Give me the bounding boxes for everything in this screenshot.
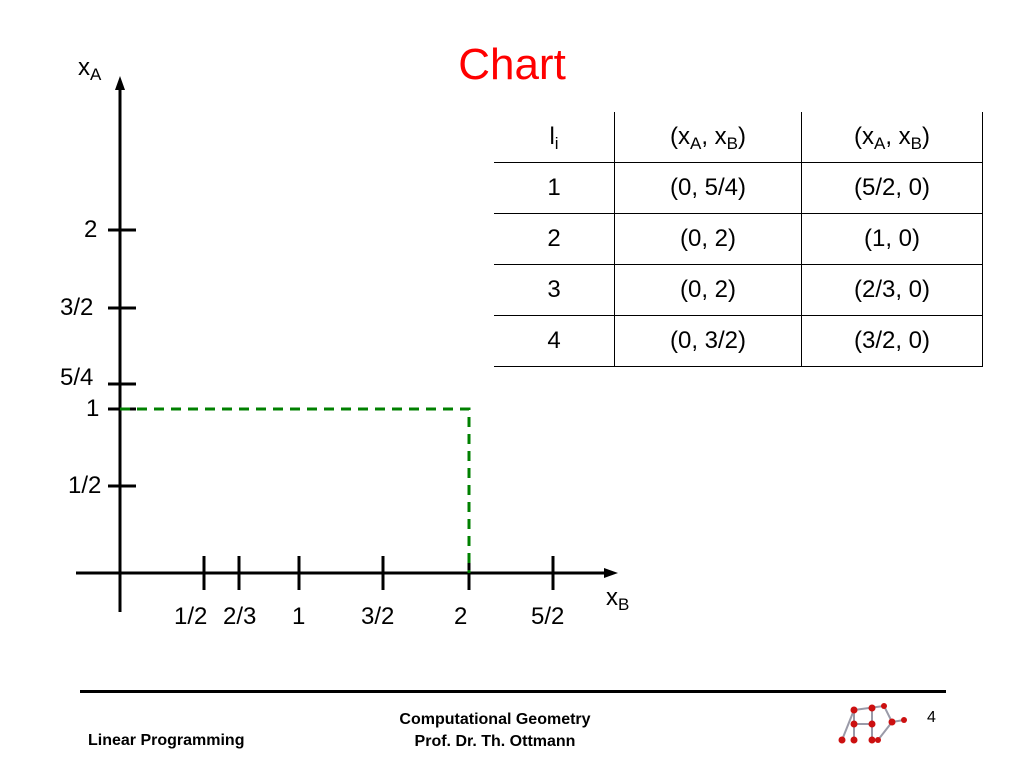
footer-author: Prof. Dr. Th. Ottmann <box>414 733 576 750</box>
constraint-intercepts-table: li (xA, xB) (xA, xB) 1 (0, 5/4) (5/2, 0)… <box>494 112 983 367</box>
x-tick-label: 2 <box>454 603 468 630</box>
table-cell: 1 <box>494 162 615 214</box>
table-row: 1 (0, 5/4) (5/2, 0) <box>494 162 983 214</box>
x-tick-label: 1/2 <box>174 603 208 630</box>
table-header-row: li (xA, xB) (xA, xB) <box>494 112 983 163</box>
table-cell: 2 <box>494 213 615 265</box>
slide-title: Chart <box>458 40 566 89</box>
y-tick-label: 2 <box>84 216 98 243</box>
table-row: 2 (0, 2) (1, 0) <box>494 213 983 265</box>
table-cell: 4 <box>494 315 615 367</box>
table-cell: (3/2, 0) <box>801 315 983 367</box>
university-logo-icon <box>838 703 907 744</box>
x-tick-label: 2/3 <box>223 603 257 630</box>
header-cell: li <box>494 112 615 163</box>
table-row: 3 (0, 2) (2/3, 0) <box>494 264 983 316</box>
table-cell: (2/3, 0) <box>801 264 983 316</box>
page-number: 4 <box>927 709 936 726</box>
x-axis-arrowhead <box>604 568 618 578</box>
table-row: 4 (0, 3/2) (3/2, 0) <box>494 315 983 367</box>
footer-divider <box>80 690 946 693</box>
table-cell: (5/2, 0) <box>801 162 983 214</box>
y-tick-label: 1/2 <box>68 472 102 499</box>
dashed-rectangle-boundary <box>120 407 471 573</box>
table-cell: (0, 2) <box>614 264 802 316</box>
footer-course-title: Computational Geometry <box>399 711 591 728</box>
table-cell: (1, 0) <box>801 213 983 265</box>
table-cell: (0, 2) <box>614 213 802 265</box>
table-cell: (0, 3/2) <box>614 315 802 367</box>
header-cell: (xA, xB) <box>801 112 983 163</box>
x-tick-label: 1 <box>292 603 306 630</box>
footer-topic: Linear Programming <box>88 732 245 749</box>
y-axis-label: xA <box>78 54 102 84</box>
y-tick-label: 5/4 <box>60 364 94 391</box>
y-axis-arrowhead <box>115 76 125 90</box>
footer-course-info: Computational Geometry Prof. Dr. Th. Ott… <box>330 709 660 753</box>
x-tick-label: 5/2 <box>531 603 565 630</box>
x-tick-label: 3/2 <box>361 603 395 630</box>
table-cell: 3 <box>494 264 615 316</box>
table-cell: (0, 5/4) <box>614 162 802 214</box>
header-cell: (xA, xB) <box>614 112 802 163</box>
coordinate-axes <box>76 76 618 612</box>
y-tick-label: 3/2 <box>60 294 94 321</box>
y-tick-label: 1 <box>86 395 100 422</box>
x-axis-label: xB <box>606 584 630 614</box>
